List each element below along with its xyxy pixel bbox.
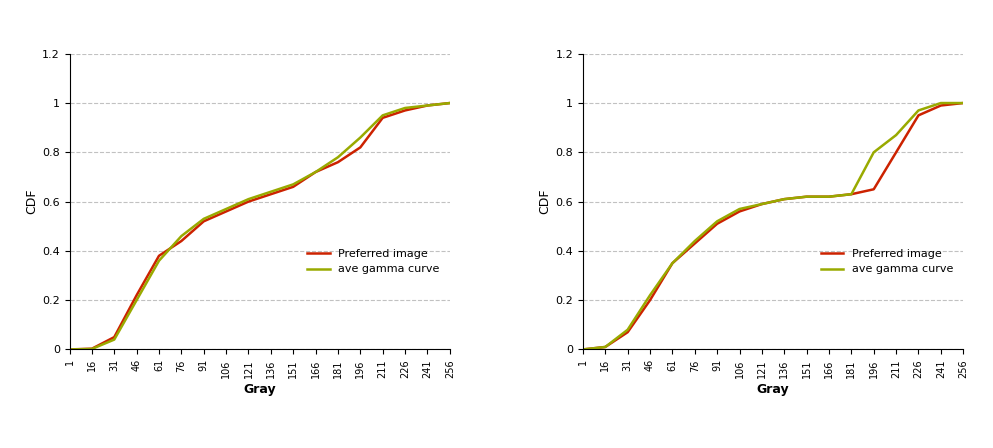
Preferred image — [934, 103, 946, 108]
Preferred image — [198, 219, 210, 224]
Preferred image — [310, 169, 322, 175]
Preferred image — [287, 184, 299, 190]
ave gamma curve — [198, 216, 210, 221]
Preferred image — [444, 100, 456, 106]
Preferred image — [622, 330, 634, 335]
Preferred image — [800, 194, 812, 199]
ave gamma curve — [913, 108, 924, 113]
Preferred image — [421, 103, 433, 108]
ave gamma curve — [332, 155, 344, 160]
Preferred image — [779, 196, 790, 202]
ave gamma curve — [376, 112, 388, 118]
ave gamma curve — [310, 169, 322, 175]
Preferred image — [734, 209, 746, 214]
ave gamma curve — [287, 182, 299, 187]
Preferred image — [242, 199, 254, 204]
Preferred image — [64, 347, 75, 352]
ave gamma curve — [734, 206, 746, 211]
Preferred image — [376, 115, 388, 121]
ave gamma curve — [644, 293, 656, 298]
ave gamma curve — [108, 337, 120, 342]
Preferred image — [890, 150, 902, 155]
Preferred image — [355, 145, 366, 150]
ave gamma curve — [355, 135, 366, 140]
ave gamma curve — [622, 327, 634, 332]
ave gamma curve — [444, 100, 456, 106]
Preferred image — [399, 108, 411, 113]
ave gamma curve — [600, 344, 612, 349]
ave gamma curve — [399, 105, 411, 111]
Line: Preferred image: Preferred image — [583, 103, 963, 349]
ave gamma curve — [176, 233, 188, 239]
ave gamma curve — [868, 150, 880, 155]
ave gamma curve — [689, 238, 701, 244]
Preferred image — [108, 334, 120, 340]
Preferred image — [913, 112, 924, 118]
Preferred image — [153, 253, 165, 258]
ave gamma curve — [779, 196, 790, 202]
Legend: Preferred image, ave gamma curve: Preferred image, ave gamma curve — [303, 245, 444, 279]
Preferred image — [666, 261, 678, 266]
Preferred image — [845, 192, 857, 197]
Line: Preferred image: Preferred image — [70, 103, 450, 349]
Preferred image — [332, 159, 344, 165]
ave gamma curve — [265, 189, 277, 194]
ave gamma curve — [890, 132, 902, 138]
ave gamma curve — [934, 100, 946, 106]
ave gamma curve — [64, 347, 75, 352]
ave gamma curve — [711, 219, 723, 224]
ave gamma curve — [131, 297, 143, 303]
Preferred image — [265, 192, 277, 197]
Preferred image — [86, 346, 98, 351]
ave gamma curve — [577, 347, 589, 352]
Legend: Preferred image, ave gamma curve: Preferred image, ave gamma curve — [816, 245, 957, 279]
ave gamma curve — [823, 194, 835, 199]
ave gamma curve — [242, 196, 254, 202]
X-axis label: Gray: Gray — [757, 383, 789, 396]
ave gamma curve — [800, 194, 812, 199]
Preferred image — [644, 297, 656, 303]
ave gamma curve — [86, 346, 98, 352]
Y-axis label: CDF: CDF — [25, 189, 38, 214]
ave gamma curve — [756, 201, 768, 207]
Preferred image — [711, 221, 723, 226]
X-axis label: Gray: Gray — [243, 383, 276, 396]
ave gamma curve — [421, 103, 433, 108]
Preferred image — [868, 186, 880, 192]
Preferred image — [131, 293, 143, 298]
Preferred image — [756, 201, 768, 207]
ave gamma curve — [845, 192, 857, 197]
Preferred image — [823, 194, 835, 199]
Preferred image — [577, 347, 589, 352]
Preferred image — [176, 238, 188, 244]
Preferred image — [689, 241, 701, 246]
ave gamma curve — [957, 100, 969, 106]
ave gamma curve — [153, 258, 165, 263]
Preferred image — [600, 344, 612, 349]
Line: ave gamma curve: ave gamma curve — [70, 103, 450, 349]
ave gamma curve — [220, 206, 232, 211]
Line: ave gamma curve: ave gamma curve — [583, 103, 963, 349]
Preferred image — [957, 100, 969, 106]
Y-axis label: CDF: CDF — [538, 189, 551, 214]
ave gamma curve — [666, 261, 678, 266]
Preferred image — [220, 209, 232, 214]
